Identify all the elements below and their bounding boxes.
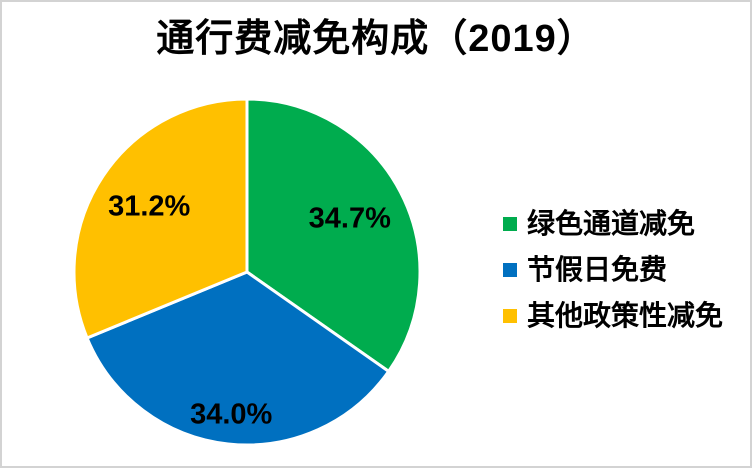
legend-swatch-icon [503, 309, 517, 323]
legend-item-0: 绿色通道减免 [503, 201, 723, 247]
pie-slice-2 [72, 97, 249, 340]
chart-title: 通行费减免构成（2019） [156, 18, 596, 60]
legend-item-1: 节假日免费 [503, 247, 723, 293]
legend-item-2: 其他政策性减免 [503, 293, 723, 339]
data-label-1: 34.0% [190, 399, 272, 431]
legend-label: 其他政策性减免 [527, 300, 724, 331]
data-label-2: 31.2% [108, 191, 190, 223]
legend-label: 节假日免费 [527, 254, 668, 285]
pie-slice-1 [85, 270, 391, 447]
pie-slice-0 [245, 97, 422, 373]
data-label-0: 34.7% [309, 203, 391, 235]
legend-label: 绿色通道减免 [527, 208, 696, 239]
legend-swatch-icon [503, 217, 517, 231]
legend: 绿色通道减免 节假日免费其他政策性减免 [503, 201, 723, 339]
legend-swatch-icon [503, 263, 517, 277]
